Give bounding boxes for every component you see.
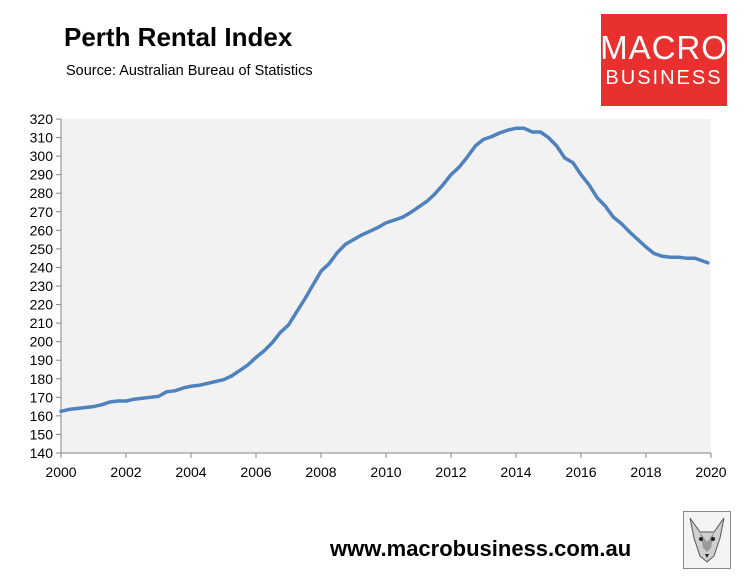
y-tick-label: 170 xyxy=(30,389,54,405)
y-tick-label: 260 xyxy=(30,222,54,238)
macrobusiness-logo[interactable]: MACRO BUSINESS xyxy=(600,14,728,106)
y-tick-label: 160 xyxy=(30,408,54,424)
x-tick-label: 2016 xyxy=(565,464,596,480)
y-tick-label: 150 xyxy=(30,426,54,442)
y-tick-label: 200 xyxy=(30,334,54,350)
y-tick-label: 250 xyxy=(30,241,54,257)
y-tick-label: 230 xyxy=(30,278,54,294)
y-tick-label: 180 xyxy=(30,371,54,387)
logo-line-1: MACRO xyxy=(600,29,728,66)
y-tick-label: 290 xyxy=(30,167,54,183)
x-tick-label: 2020 xyxy=(695,464,726,480)
y-tick-label: 190 xyxy=(30,352,54,368)
chart-source: Source: Australian Bureau of Statistics xyxy=(66,63,313,79)
y-tick-label: 310 xyxy=(30,130,54,146)
x-tick-label: 2006 xyxy=(240,464,271,480)
y-tick-label: 300 xyxy=(30,148,54,164)
y-tick-label: 240 xyxy=(30,259,54,275)
y-tick-label: 280 xyxy=(30,185,54,201)
x-tick-label: 2012 xyxy=(435,464,466,480)
y-tick-label: 210 xyxy=(30,315,54,331)
logo-line-2: BUSINESS xyxy=(605,67,723,89)
x-tick-label: 2004 xyxy=(175,464,206,480)
fox-emblem-icon xyxy=(683,511,731,569)
plot-area xyxy=(61,119,711,453)
y-tick-label: 270 xyxy=(30,204,54,220)
series-line-0 xyxy=(59,126,710,414)
chart-title: Perth Rental Index xyxy=(64,22,293,52)
x-tick-label: 2000 xyxy=(45,464,76,480)
x-tick-label: 2002 xyxy=(110,464,141,480)
x-tick-label: 2018 xyxy=(630,464,661,480)
x-tick-label: 2010 xyxy=(370,464,401,480)
x-tick-label: 2008 xyxy=(305,464,336,480)
y-tick-label: 220 xyxy=(30,297,54,313)
y-tick-label: 320 xyxy=(30,111,54,127)
x-tick-label: 2014 xyxy=(500,464,531,480)
y-tick-label: 140 xyxy=(30,445,54,461)
footer-url[interactable]: www.macrobusiness.com.au xyxy=(330,536,632,561)
